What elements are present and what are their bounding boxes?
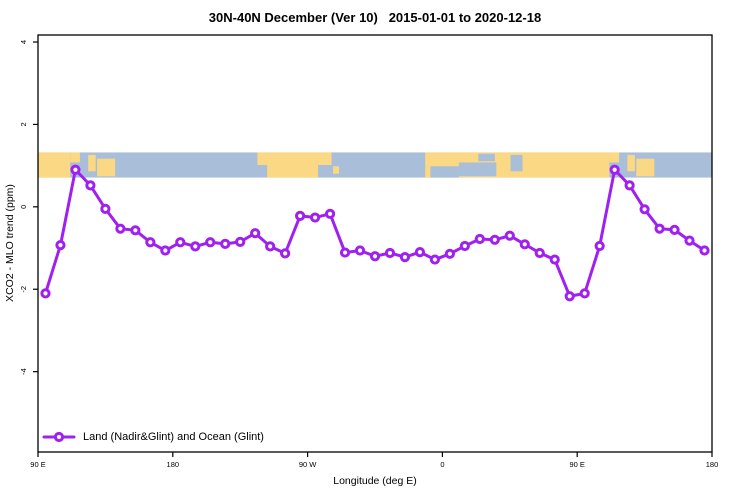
legend-marker-icon (42, 431, 76, 443)
svg-text:90 W: 90 W (299, 460, 317, 469)
svg-text:4: 4 (19, 40, 28, 44)
chart-title: 30N-40N December (Ver 10) 2015-01-01 to … (208, 10, 542, 25)
svg-text:180: 180 (706, 460, 719, 469)
svg-text:90 E: 90 E (569, 460, 584, 469)
y-axis-title: XCO2 - MLO trend (ppm) (4, 184, 16, 302)
legend-label: Land (Nadir&Glint) and Ocean (Glint) (83, 431, 264, 443)
svg-text:180: 180 (167, 460, 180, 469)
svg-text:90 E: 90 E (30, 460, 45, 469)
svg-text:0: 0 (19, 205, 28, 209)
svg-text:-2: -2 (19, 286, 28, 293)
legend: Land (Nadir&Glint) and Ocean (Glint) (42, 430, 264, 444)
svg-text:2: 2 (19, 122, 28, 126)
svg-text:0: 0 (440, 460, 444, 469)
x-axis-title: Longitude (deg E) (333, 475, 417, 487)
svg-text:-4: -4 (19, 368, 28, 375)
